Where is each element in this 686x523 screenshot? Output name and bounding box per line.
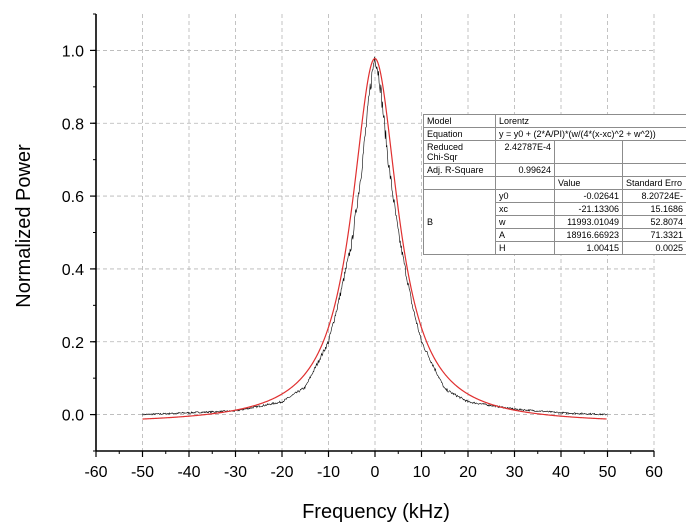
- y-tick-label: 0.4: [62, 262, 84, 279]
- equation-value: y = y0 + (2*A/PI)*(w/(4*(x-xc)^2 + w^2)): [495, 127, 686, 141]
- y-tick-label: 0.6: [62, 189, 84, 206]
- param-value: 1.00415: [554, 241, 623, 255]
- x-tick-label: 60: [645, 464, 663, 481]
- chisqr-label: Reduced Chi-Sqr: [423, 140, 496, 164]
- y-tick-label: 0.0: [62, 408, 84, 425]
- x-tick-label: 30: [506, 464, 524, 481]
- r2-value: 0.99624: [495, 163, 555, 177]
- y-tick-label: 1.0: [62, 43, 84, 60]
- param-row: A 18916.66923 71.3321: [424, 228, 686, 242]
- param-row: B y0 -0.02641 8.20724E-: [423, 189, 686, 255]
- param-error: 52.8074: [622, 215, 686, 229]
- r2-label: Adj. R-Square: [423, 163, 496, 177]
- grid-lines: [96, 14, 655, 451]
- value-header: Value: [554, 176, 623, 190]
- r2-empty-1: [554, 163, 623, 177]
- x-tick-label: -20: [270, 464, 293, 481]
- param-value: 18916.66923: [554, 228, 623, 242]
- x-tick-label: -40: [177, 464, 200, 481]
- stderr-header: Standard Erro: [622, 176, 686, 190]
- param-row: xc -21.13306 15.1686: [424, 202, 686, 216]
- r2-row: Adj. R-Square 0.99624: [423, 163, 686, 177]
- y-tick-label: 0.2: [62, 335, 84, 352]
- plot-area: [142, 56, 608, 420]
- group-label: B: [423, 189, 496, 255]
- model-value: Lorentz: [495, 114, 686, 128]
- x-tick-label: 10: [413, 464, 431, 481]
- x-tick-label: -10: [317, 464, 340, 481]
- param-value: -0.02641: [554, 189, 623, 203]
- param-name: H: [495, 241, 555, 255]
- param-name: y0: [495, 189, 555, 203]
- y-axis-title: Normalized Power: [13, 144, 35, 308]
- chisqr-label-line-2: Chi-Sqr: [427, 152, 458, 162]
- chisqr-label-line-1: Reduced: [427, 142, 464, 152]
- chisqr-empty-2: [622, 140, 686, 164]
- equation-label: Equation: [423, 127, 496, 141]
- x-tick-label: 40: [552, 464, 570, 481]
- header-row: Value Standard Erro: [423, 176, 686, 190]
- x-tick-label: 0: [371, 464, 380, 481]
- chisqr-empty-1: [554, 140, 623, 164]
- fit-series-line: [142, 57, 607, 420]
- fit-results-table: Model Lorentz Equation y = y0 + (2*A/PI)…: [423, 114, 686, 255]
- axis-ticks: -60 -50 -40 -30 -20 -10 0 10 20 30 40 50 60 0.0 0.2 0.4…: [62, 13, 663, 481]
- header-empty-1: [423, 176, 496, 190]
- model-row: Model Lorentz: [423, 114, 686, 128]
- param-name: A: [495, 228, 555, 242]
- x-tick-label: -60: [84, 464, 107, 481]
- x-axis-title: Frequency (kHz): [302, 501, 450, 523]
- chisqr-row: Reduced Chi-Sqr 2.42787E-4: [423, 140, 686, 164]
- header-empty-2: [495, 176, 555, 190]
- r2-empty-2: [622, 163, 686, 177]
- param-error: 0.0025: [622, 241, 686, 255]
- chisqr-value: 2.42787E-4: [495, 140, 555, 164]
- param-name: w: [495, 215, 555, 229]
- equation-row: Equation y = y0 + (2*A/PI)*(w/(4*(x-xc)^…: [423, 127, 686, 141]
- param-row: H 1.00415 0.0025: [424, 241, 686, 255]
- x-tick-label: -30: [224, 464, 247, 481]
- param-name: xc: [495, 202, 555, 216]
- param-error: 15.1686: [622, 202, 686, 216]
- x-tick-label: 20: [459, 464, 477, 481]
- param-error: 8.20724E-: [622, 189, 686, 203]
- y-tick-label: 0.8: [62, 116, 84, 133]
- param-value: -21.13306: [554, 202, 623, 216]
- model-label: Model: [423, 114, 496, 128]
- data-series-line: [142, 56, 608, 416]
- param-value: 11993.01049: [554, 215, 623, 229]
- x-tick-label: 50: [599, 464, 617, 481]
- x-tick-label: -50: [131, 464, 154, 481]
- param-error: 71.3321: [622, 228, 686, 242]
